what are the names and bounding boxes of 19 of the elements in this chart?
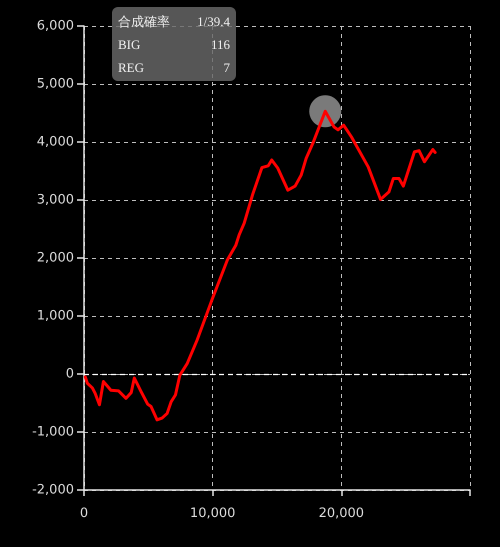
line-series — [84, 110, 437, 422]
annotation: 1/39.4 — [197, 13, 230, 31]
y-tick-label: -2,000 — [32, 482, 74, 498]
x-tick-label: 10,000 — [190, 506, 236, 521]
annotation: BIG — [118, 36, 140, 54]
y-tick-label: 5,000 — [36, 76, 74, 92]
annotation: 合成確率 — [118, 13, 170, 31]
annotation: 116 — [210, 36, 230, 54]
y-tick-label: 0 — [66, 366, 74, 382]
x-tick-label: 0 — [80, 506, 88, 521]
annotation: 7 — [224, 59, 230, 77]
y-tick-label: -1,000 — [32, 424, 74, 440]
y-tick-label: 1,000 — [36, 308, 74, 324]
annotation: REG — [118, 59, 144, 77]
y-tick-label: 6,000 — [36, 18, 74, 34]
y-tick-label: 4,000 — [36, 134, 74, 150]
y-tick-label: 2,000 — [36, 250, 74, 266]
y-tick-label: 3,000 — [36, 192, 74, 208]
x-tick-label: 20,000 — [318, 506, 364, 521]
